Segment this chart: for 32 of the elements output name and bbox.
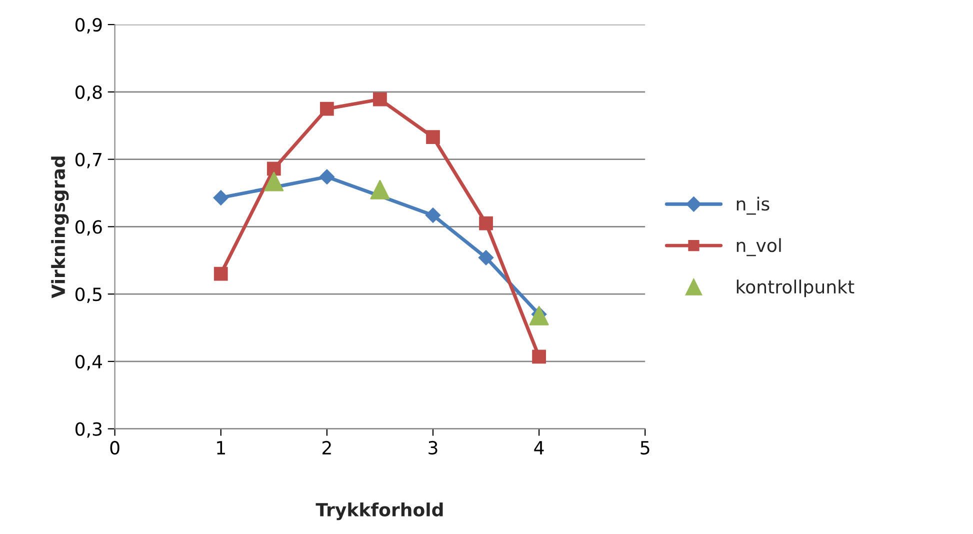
x-tick-label: 5	[640, 441, 650, 455]
y-tick-label: 0,9	[75, 18, 102, 34]
point	[373, 92, 387, 106]
y-tick-label: 0,4	[75, 354, 102, 370]
y-axis-title: Virkningsgrad	[51, 156, 69, 298]
point	[266, 162, 281, 176]
point	[264, 172, 284, 192]
point	[213, 190, 228, 206]
point	[214, 266, 228, 281]
legend-label: n_vol	[736, 238, 781, 256]
point	[320, 102, 334, 116]
legend-label: n_is	[736, 196, 770, 215]
x-tick-label: 0	[110, 440, 120, 455]
y-tick-label: 0,6	[75, 220, 102, 236]
point	[370, 180, 390, 200]
y-tick-label: 0,8	[75, 85, 102, 101]
y-tick-label: 0,3	[75, 422, 102, 438]
legend-label: kontrollpunkt	[736, 280, 854, 298]
y-tick-label: 0,5	[75, 288, 102, 304]
point	[425, 208, 441, 223]
point	[529, 306, 549, 326]
x-tick-label: 2	[322, 440, 331, 454]
point	[478, 250, 494, 266]
x-tick-label: 4	[534, 441, 544, 454]
point	[479, 216, 493, 230]
x-tick-label: 3	[428, 440, 438, 455]
x-axis-title: Trykkforhold	[316, 502, 443, 520]
point	[426, 130, 440, 144]
y-tick-label: 0,7	[75, 152, 102, 168]
point	[319, 169, 334, 184]
x-tick-label: 1	[217, 441, 225, 454]
point	[532, 350, 546, 364]
